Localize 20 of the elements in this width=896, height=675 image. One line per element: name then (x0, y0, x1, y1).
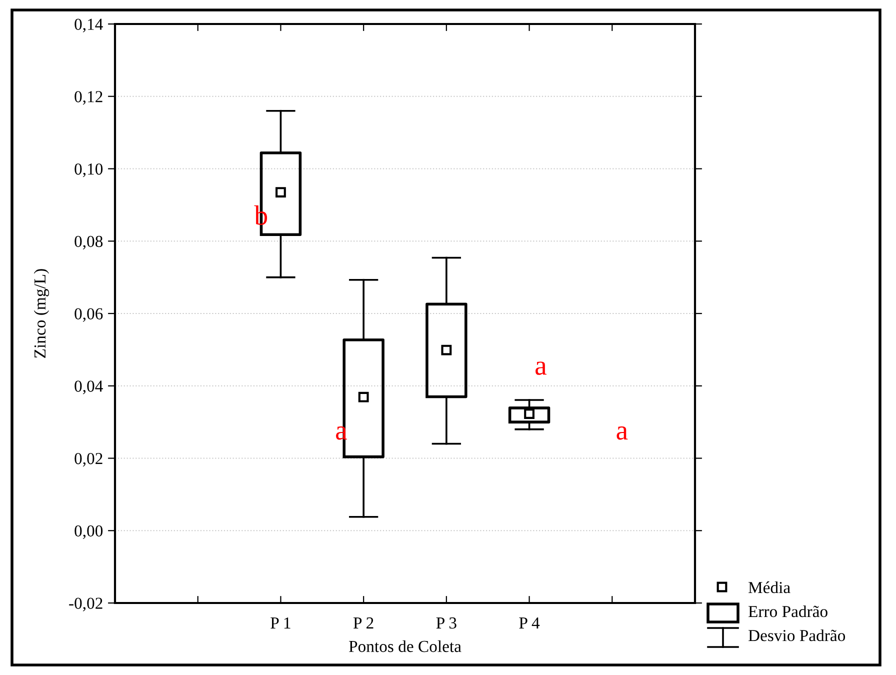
y-axis-title: Zinco (mg/L) (34, 269, 50, 358)
y-tick-label: -0,02 (69, 598, 102, 612)
x-tick-label: P 4 (519, 617, 540, 628)
x-tick-label: P 3 (436, 617, 456, 629)
y-tick-label: 0,04 (74, 380, 103, 394)
text: Média (748, 581, 790, 594)
text: Erro Padrão (748, 605, 828, 618)
y-tick-label: 0,12 (74, 91, 102, 105)
y-tick-label: 0,10 (74, 163, 103, 178)
y-tick-label: 0,14 (74, 18, 103, 32)
y-tick-label: 0,08 (74, 236, 103, 250)
annotation: a (536, 362, 547, 375)
x-axis-title: Pontos de Coleta (349, 640, 462, 652)
y-tick-label: 0,06 (74, 308, 103, 322)
y-tick-label: 0,00 (74, 525, 103, 539)
x-tick-label: P 2 (353, 617, 374, 628)
x-tick-label: P 1 (270, 617, 290, 628)
annotation: a (616, 426, 628, 440)
y-tick-label: 0,02 (74, 452, 102, 467)
text: Desvio Padrão (748, 629, 846, 642)
